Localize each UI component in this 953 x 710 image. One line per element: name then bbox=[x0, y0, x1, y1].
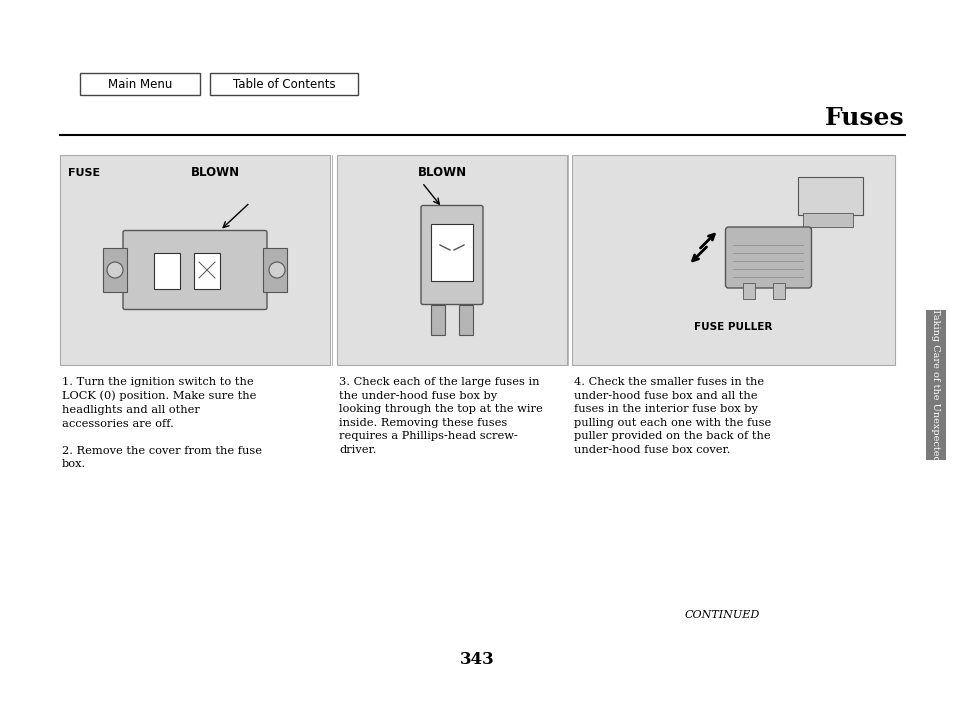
Text: 343: 343 bbox=[459, 652, 494, 669]
Text: Table of Contents: Table of Contents bbox=[233, 77, 335, 90]
FancyBboxPatch shape bbox=[420, 205, 482, 305]
Bar bbox=[80, 73, 200, 95]
Text: BLOWN: BLOWN bbox=[191, 167, 239, 180]
Text: Taking Care of the Unexpected: Taking Care of the Unexpected bbox=[930, 308, 940, 462]
Bar bbox=[458, 305, 473, 334]
Bar bbox=[431, 305, 444, 334]
Text: FUSE PULLER: FUSE PULLER bbox=[694, 322, 772, 332]
Bar bbox=[572, 155, 894, 365]
FancyBboxPatch shape bbox=[724, 227, 811, 288]
Bar bbox=[798, 177, 862, 215]
Text: FUSE: FUSE bbox=[68, 168, 100, 178]
Bar bbox=[336, 155, 566, 365]
Bar bbox=[773, 283, 784, 299]
Text: Fuses: Fuses bbox=[824, 106, 904, 130]
Bar bbox=[60, 155, 330, 365]
Text: CONTINUED: CONTINUED bbox=[683, 610, 759, 620]
FancyBboxPatch shape bbox=[123, 231, 267, 310]
Text: 4. Check the smaller fuses in the
under-hood fuse box and all the
fuses in the i: 4. Check the smaller fuses in the under-… bbox=[574, 377, 770, 455]
FancyBboxPatch shape bbox=[193, 253, 220, 289]
FancyBboxPatch shape bbox=[431, 224, 473, 281]
Text: 3. Check each of the large fuses in
the under-hood fuse box by
looking through t: 3. Check each of the large fuses in the … bbox=[338, 377, 542, 455]
Text: 1. Turn the ignition switch to the
LOCK (0) position. Make sure the
headlights a: 1. Turn the ignition switch to the LOCK … bbox=[62, 377, 262, 469]
Bar bbox=[802, 213, 853, 227]
Bar bbox=[210, 73, 357, 95]
Text: BLOWN: BLOWN bbox=[417, 167, 466, 180]
Bar bbox=[742, 283, 755, 299]
Text: Main Menu: Main Menu bbox=[108, 77, 172, 90]
Bar bbox=[263, 248, 287, 292]
Bar bbox=[103, 248, 127, 292]
Bar bbox=[925, 310, 945, 460]
FancyBboxPatch shape bbox=[153, 253, 180, 289]
Circle shape bbox=[269, 262, 285, 278]
Circle shape bbox=[107, 262, 123, 278]
